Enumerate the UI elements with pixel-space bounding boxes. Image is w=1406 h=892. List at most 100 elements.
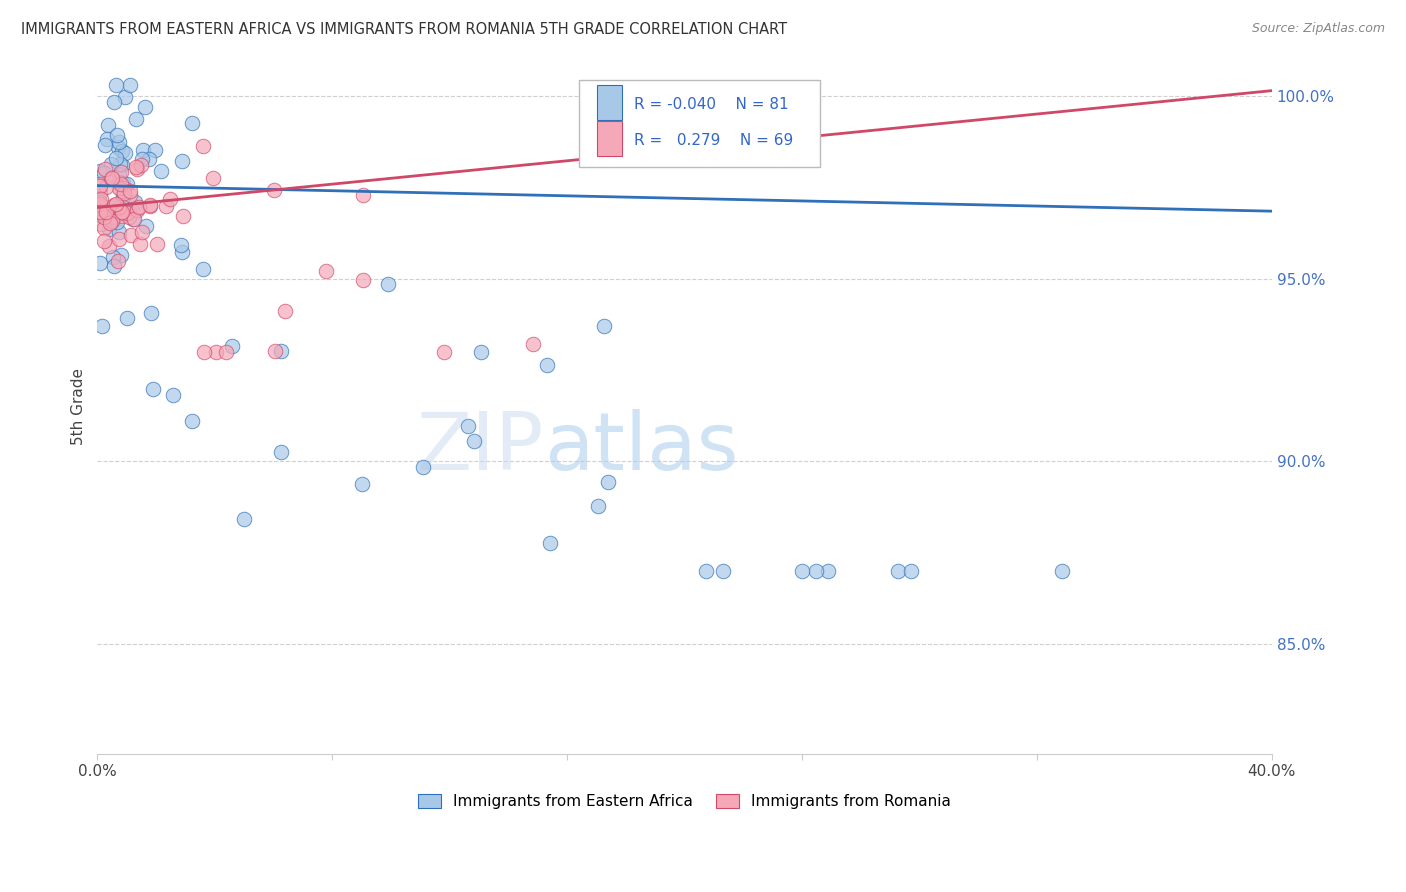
Point	[89, 164, 111, 178]
Point	[111, 204, 134, 219]
Point	[125, 112, 148, 126]
Point	[124, 194, 146, 209]
Point	[120, 185, 142, 199]
Point	[94, 138, 117, 153]
Point	[118, 78, 141, 92]
Point	[107, 225, 129, 239]
Point	[97, 238, 120, 252]
Point	[162, 388, 184, 402]
Point	[108, 231, 131, 245]
Point	[104, 197, 127, 211]
Point	[111, 209, 134, 223]
Point	[94, 162, 117, 177]
Point	[107, 181, 129, 195]
Point	[139, 199, 162, 213]
Point	[592, 319, 614, 334]
Point	[598, 475, 620, 490]
Point	[105, 128, 128, 143]
Legend: Immigrants from Eastern Africa, Immigrants from Romania: Immigrants from Eastern Africa, Immigran…	[412, 788, 957, 815]
Point	[143, 143, 166, 157]
Point	[105, 78, 128, 92]
Point	[108, 135, 131, 149]
Text: Source: ZipAtlas.com: Source: ZipAtlas.com	[1251, 22, 1385, 36]
Point	[112, 180, 135, 194]
Point	[127, 202, 149, 217]
Point	[103, 259, 125, 273]
Point	[138, 198, 160, 212]
Point	[695, 564, 717, 578]
Point	[536, 359, 558, 373]
Point	[117, 311, 139, 326]
Point	[93, 166, 115, 180]
Text: R = -0.040    N = 81: R = -0.040 N = 81	[634, 97, 789, 112]
Point	[100, 170, 122, 185]
Point	[97, 209, 120, 223]
Point	[155, 199, 177, 213]
Point	[128, 200, 150, 214]
Point	[89, 256, 111, 270]
Point	[103, 250, 125, 264]
Point	[111, 184, 134, 198]
Point	[97, 118, 120, 132]
Point	[191, 262, 214, 277]
Point	[315, 263, 337, 277]
Point	[91, 318, 114, 333]
Point	[215, 344, 238, 359]
Text: atlas: atlas	[544, 409, 738, 487]
Y-axis label: 5th Grade: 5th Grade	[72, 368, 86, 445]
Point	[94, 205, 117, 219]
Point	[806, 564, 828, 578]
Point	[94, 179, 117, 194]
Point	[181, 414, 204, 428]
Point	[274, 303, 297, 318]
Point	[111, 144, 134, 158]
Point	[139, 306, 162, 320]
Point	[91, 199, 114, 213]
Point	[125, 161, 148, 175]
Point	[138, 152, 160, 166]
Point	[107, 200, 129, 214]
Point	[538, 535, 561, 549]
Point	[377, 277, 399, 291]
Point	[89, 205, 111, 219]
Point	[103, 95, 125, 109]
Point	[93, 210, 115, 224]
Point	[131, 159, 153, 173]
Text: ZIP: ZIP	[416, 409, 544, 487]
Point	[105, 151, 128, 165]
Point	[134, 100, 156, 114]
Point	[470, 345, 492, 359]
Text: R =   0.279    N = 69: R = 0.279 N = 69	[634, 133, 793, 148]
Point	[114, 146, 136, 161]
Point	[101, 214, 124, 228]
Text: IMMIGRANTS FROM EASTERN AFRICA VS IMMIGRANTS FROM ROMANIA 5TH GRADE CORRELATION : IMMIGRANTS FROM EASTERN AFRICA VS IMMIGR…	[21, 22, 787, 37]
Point	[221, 339, 243, 353]
Point	[103, 199, 125, 213]
Point	[90, 217, 112, 231]
Point	[117, 177, 139, 191]
Point	[202, 170, 225, 185]
Point	[131, 143, 153, 157]
Point	[887, 564, 910, 578]
Point	[457, 419, 479, 434]
Point	[110, 165, 132, 179]
Point	[159, 192, 181, 206]
Point	[114, 89, 136, 103]
Point	[110, 206, 132, 220]
Point	[103, 198, 125, 212]
Point	[352, 187, 374, 202]
Point	[135, 219, 157, 233]
Point	[107, 167, 129, 181]
Point	[233, 512, 256, 526]
Point	[89, 179, 111, 194]
Point	[170, 245, 193, 260]
Point	[114, 186, 136, 201]
Point	[170, 153, 193, 168]
Point	[100, 156, 122, 170]
Point	[98, 222, 121, 236]
Point	[98, 205, 121, 219]
Point	[264, 343, 287, 358]
Point	[588, 500, 610, 514]
Point	[127, 202, 149, 216]
Point	[112, 176, 135, 190]
